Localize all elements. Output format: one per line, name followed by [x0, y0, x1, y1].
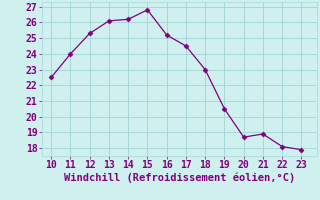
X-axis label: Windchill (Refroidissement éolien,°C): Windchill (Refroidissement éolien,°C)	[64, 173, 295, 183]
